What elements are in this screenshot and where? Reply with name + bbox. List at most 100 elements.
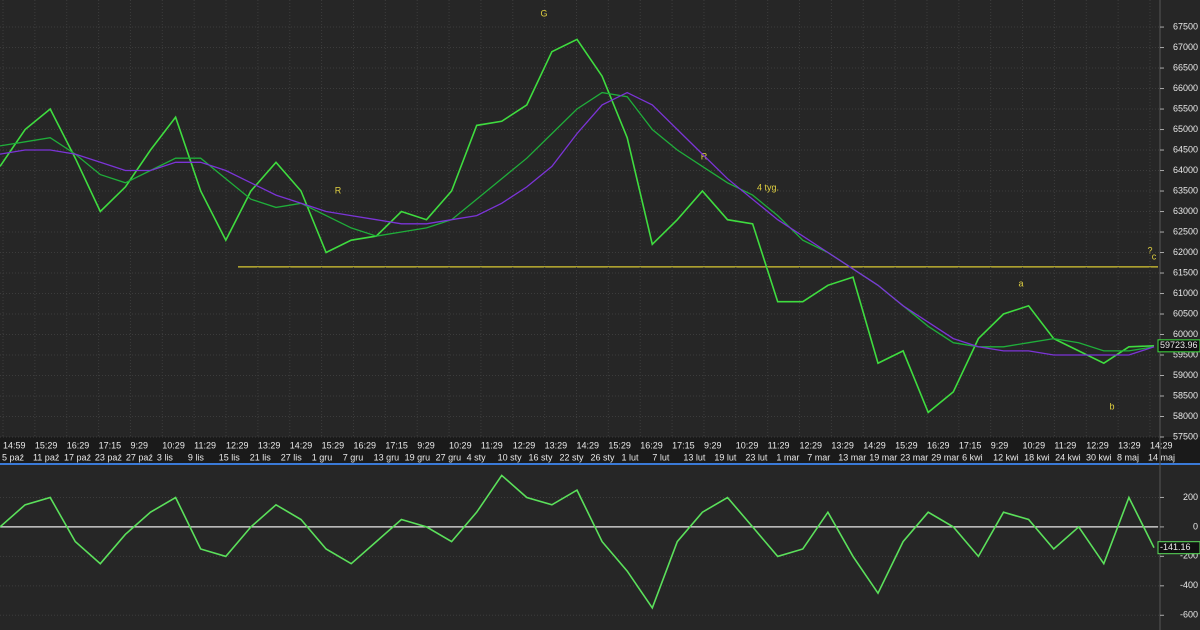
y-tick-label: 58500 (1173, 390, 1198, 400)
date-label: 13 gru (374, 452, 400, 462)
y-tick-label: 60500 (1173, 308, 1198, 318)
date-label: 24 kwi (1055, 452, 1081, 462)
time-label: 11:29 (481, 440, 503, 450)
time-label: 16:29 (927, 440, 950, 450)
time-label: 9:29 (417, 440, 435, 450)
date-label: 18 kwi (1024, 452, 1050, 462)
time-label: 12:29 (513, 440, 536, 450)
time-label: 17:15 (672, 440, 695, 450)
time-label: 10:29 (162, 440, 185, 450)
time-label: 16:29 (353, 440, 376, 450)
time-label: 11:29 (768, 440, 790, 450)
time-label: 11:29 (1054, 440, 1076, 450)
time-label: 10:29 (449, 440, 472, 450)
y-tick-label: 60000 (1173, 329, 1198, 339)
date-label: 10 sty (498, 452, 523, 462)
y-tick-label: 65500 (1173, 103, 1198, 113)
time-label: 11:29 (194, 440, 216, 450)
date-label: 9 lis (188, 452, 205, 462)
y-tick-label: 57500 (1173, 431, 1198, 441)
y-tick-label: -600 (1180, 610, 1198, 620)
date-label: 19 mar (869, 452, 897, 462)
time-label: 13:29 (831, 440, 854, 450)
y-tick-label: 59000 (1173, 370, 1198, 380)
time-label: 12:29 (800, 440, 823, 450)
y-tick-label: 59500 (1173, 349, 1198, 359)
date-label: 12 kwi (993, 452, 1019, 462)
time-label: 15:29 (322, 440, 345, 450)
time-label: 15:29 (35, 440, 58, 450)
date-label: 21 lis (250, 452, 272, 462)
time-label: 16:29 (67, 440, 90, 450)
y-tick-label: 61000 (1173, 288, 1198, 298)
date-label: 16 sty (529, 452, 554, 462)
annotation: b (1109, 401, 1114, 411)
date-label: 23 mar (900, 452, 928, 462)
time-label: 9:29 (991, 440, 1009, 450)
y-tick-label: 64500 (1173, 144, 1198, 154)
date-label: 29 mar (931, 452, 959, 462)
time-label: 9:29 (130, 440, 148, 450)
date-label: 22 sty (560, 452, 585, 462)
time-label: 12:29 (226, 440, 249, 450)
value-label-box (1157, 339, 1200, 353)
date-label: 15 lis (219, 452, 241, 462)
date-label: 26 sty (590, 452, 615, 462)
value-label: -141.16 (1160, 542, 1191, 552)
time-label: 13:29 (1118, 440, 1141, 450)
time-label: 15:29 (608, 440, 631, 450)
date-label: 1 lut (621, 452, 639, 462)
date-label: 13 mar (838, 452, 866, 462)
date-label: 1 gru (312, 452, 333, 462)
date-label: 27 lis (281, 452, 303, 462)
date-label: 30 kwi (1086, 452, 1112, 462)
series-line (0, 91, 1155, 352)
y-tick-label: 67500 (1173, 21, 1198, 31)
date-label: 19 lut (714, 452, 737, 462)
date-label: 6 kwi (962, 452, 983, 462)
date-label: 7 mar (807, 452, 830, 462)
series-line (0, 91, 1155, 356)
series-line (0, 474, 1155, 610)
time-label: 13:29 (258, 440, 281, 450)
annotation: c (1152, 251, 1157, 261)
time-label: 16:29 (640, 440, 663, 450)
annotation: R (335, 185, 342, 195)
time-label: 17:15 (385, 440, 408, 450)
time-label: 17:15 (99, 440, 122, 450)
y-tick-label: 63500 (1173, 185, 1198, 195)
y-tick-label: 66500 (1173, 62, 1198, 72)
date-label: 8 maj (1117, 452, 1139, 462)
date-label: 27 paź (126, 452, 154, 462)
annotation: G (540, 8, 547, 18)
date-label: 23 paź (95, 452, 123, 462)
date-label: 4 sty (467, 452, 487, 462)
y-tick-label: -400 (1180, 580, 1198, 590)
time-axis-bar (0, 437, 1200, 465)
y-tick-label: 65000 (1173, 124, 1198, 134)
date-label: 17 paź (64, 452, 92, 462)
time-label: 10:29 (1023, 440, 1046, 450)
time-label: 10:29 (736, 440, 759, 450)
time-label: 17:15 (959, 440, 982, 450)
date-label: 19 gru (405, 452, 431, 462)
date-label: 3 lis (157, 452, 174, 462)
y-tick-label: 67000 (1173, 42, 1198, 52)
date-label: 14 maj (1148, 452, 1175, 462)
series-line (0, 38, 1155, 414)
time-label: 13:29 (545, 440, 568, 450)
date-label: 27 gru (436, 452, 462, 462)
time-label: 15:29 (895, 440, 918, 450)
time-label: 14:29 (290, 440, 313, 450)
time-label: 9:29 (704, 440, 722, 450)
date-label: 7 gru (343, 452, 364, 462)
time-label: 14:59 (3, 440, 26, 450)
date-label: 13 lut (683, 452, 706, 462)
y-tick-label: 62500 (1173, 226, 1198, 236)
y-tick-label: 61500 (1173, 267, 1198, 277)
date-label: 23 lut (745, 452, 768, 462)
time-label: 14:29 (863, 440, 886, 450)
y-tick-label: -200 (1180, 551, 1198, 561)
